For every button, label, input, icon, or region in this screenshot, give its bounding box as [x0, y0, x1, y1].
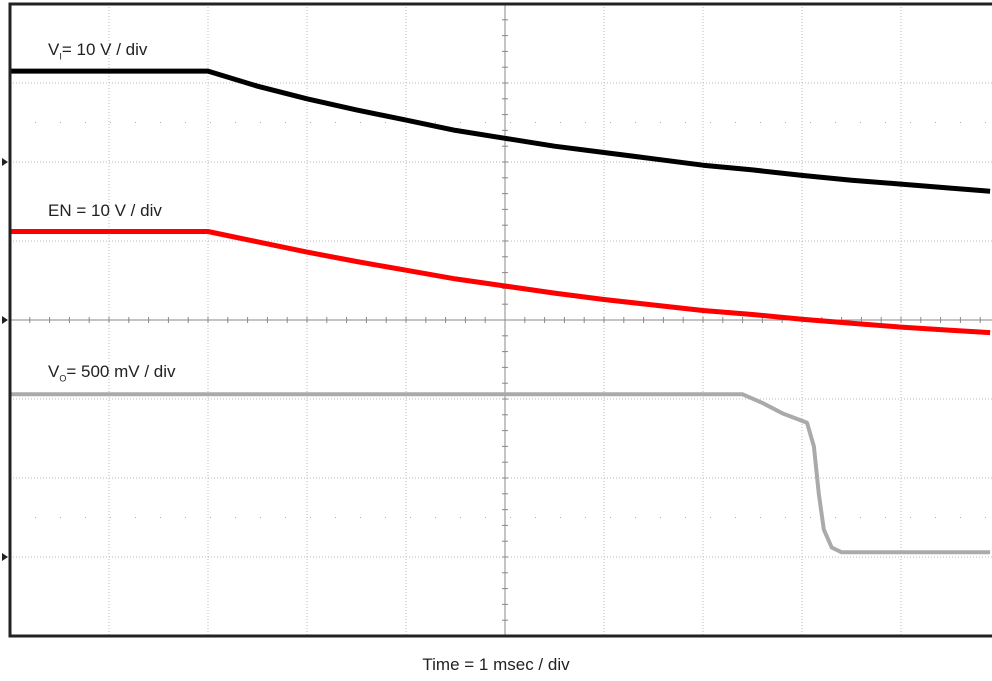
en-trace [10, 229, 991, 336]
vo-trace [10, 392, 991, 555]
plot-frame [8, 2, 992, 638]
traces [10, 68, 991, 555]
vi-trace-label: VI= 10 V / div [48, 40, 148, 62]
vo-trace-label: VO= 500 mV / div [48, 362, 176, 384]
channel-markers [2, 158, 8, 561]
channel-marker [2, 316, 8, 324]
en-trace-label: EN = 10 V / div [48, 201, 162, 220]
channel-marker [2, 553, 8, 561]
x-axis-label: Time = 1 msec / div [422, 655, 570, 674]
vi-trace [10, 68, 991, 194]
grid [9, 3, 992, 637]
channel-marker [2, 158, 8, 166]
